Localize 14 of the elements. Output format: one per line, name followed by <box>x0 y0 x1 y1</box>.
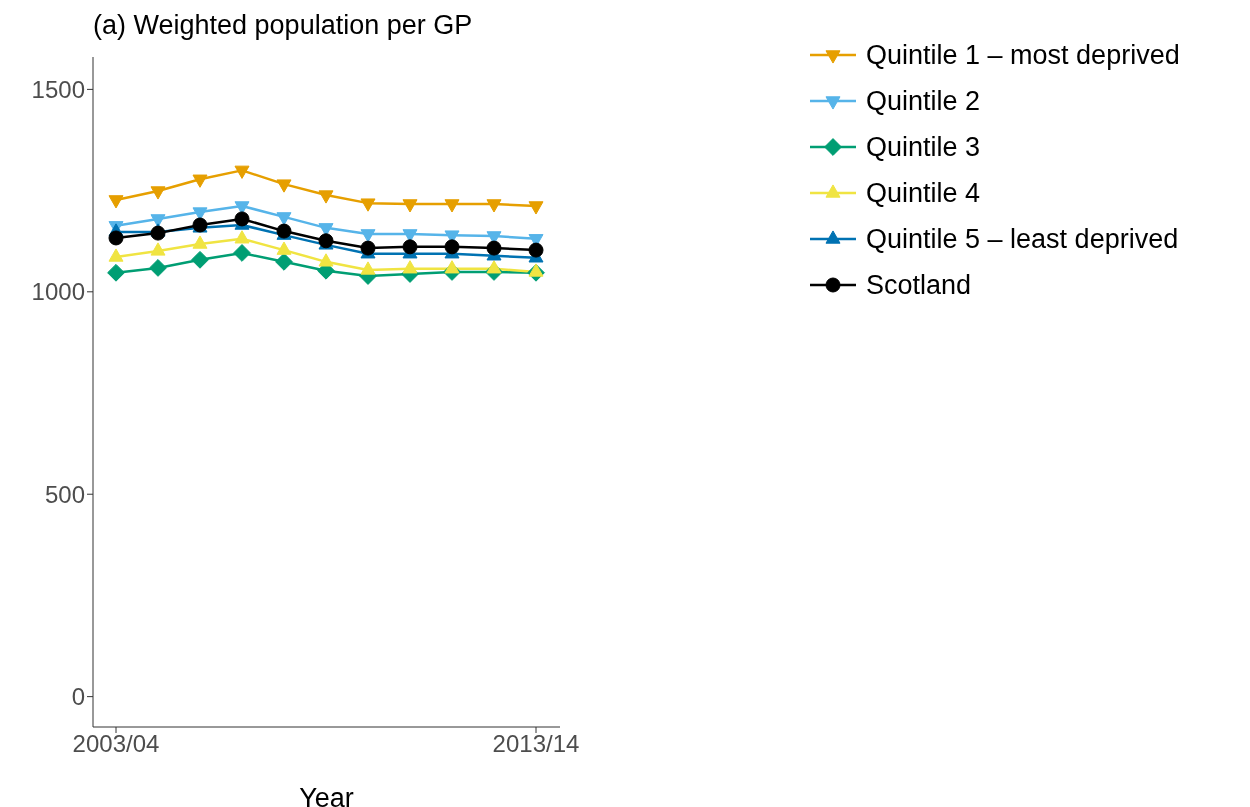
y-tick-label: 500 <box>44 480 85 508</box>
y-tick-label: 1500 <box>31 75 85 103</box>
legend-label: Scotland <box>866 269 972 301</box>
y-tick-label: 1000 <box>31 278 85 306</box>
chart-title: (a) Weighted population per GP <box>93 10 473 41</box>
legend-label: Quintile 1 – most deprived <box>866 39 1180 71</box>
legend-label: Quintile 4 <box>866 177 981 209</box>
y-tick-label: 0 <box>71 683 85 711</box>
legend-label: Quintile 2 <box>866 85 981 117</box>
legend-label: Quintile 3 <box>866 131 981 163</box>
x-tick-label: 2013/14 <box>492 730 580 758</box>
legend-label: Quintile 5 – least deprived <box>866 223 1179 255</box>
x-tick-label: 2003/04 <box>72 730 160 758</box>
x-axis-title: Year <box>299 783 354 807</box>
